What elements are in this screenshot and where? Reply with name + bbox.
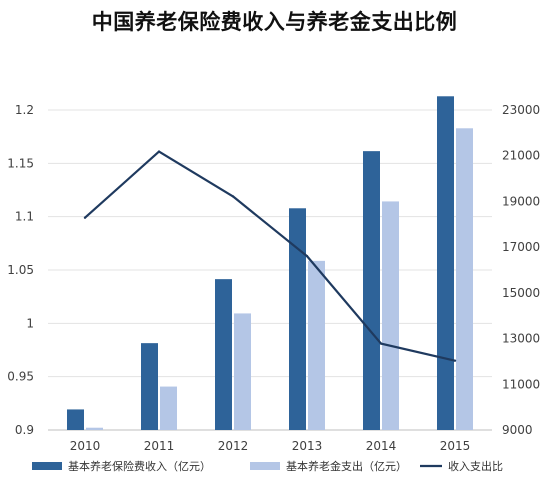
y-right-tick-label: 17000 (502, 240, 540, 254)
ratio-point (305, 254, 309, 258)
y-left-tick-label: 1.15 (7, 156, 34, 170)
bar-expenditure (382, 201, 399, 430)
x-tick-label: 2011 (144, 439, 175, 453)
bar-income (215, 279, 232, 430)
bar-expenditure (86, 427, 103, 430)
bar-expenditure (456, 128, 473, 431)
y-left-tick-label: 0.95 (7, 370, 34, 384)
x-tick-label: 2012 (218, 439, 249, 453)
ratio-point (83, 216, 87, 219)
bar-income (363, 151, 380, 430)
y-left-tick-label: 1.2 (15, 103, 34, 117)
y-left-tick-label: 0.9 (15, 423, 34, 437)
y-right-tick-label: 19000 (502, 194, 540, 208)
legend-expenditure-swatch (250, 462, 280, 470)
bar-income (289, 208, 306, 430)
y-left-tick-label: 1.1 (15, 210, 34, 224)
y-left-tick-label: 1 (26, 316, 34, 330)
ratio-point (157, 150, 161, 153)
ratio-point (379, 342, 383, 345)
y-right-tick-label: 15000 (502, 286, 540, 300)
y-right-tick-label: 11000 (502, 377, 540, 391)
x-tick-label: 2015 (440, 439, 471, 453)
x-tick-label: 2013 (292, 439, 323, 453)
y-right-tick-label: 13000 (502, 332, 540, 346)
legend-ratio-label: 收入支出比 (448, 459, 503, 473)
chart-title: 中国养老保险费收入与养老金支出比例 (91, 10, 458, 34)
legend-expenditure-label: 基本养老金支出（亿元） (286, 459, 407, 473)
y-right-tick-label: 21000 (502, 149, 540, 163)
bar-income (67, 409, 84, 430)
y-left-tick-label: 1.05 (7, 263, 34, 277)
x-tick-label: 2010 (70, 439, 101, 453)
bar-income (437, 96, 454, 431)
y-right-tick-label: 23000 (502, 103, 540, 117)
bar-expenditure (160, 386, 177, 430)
bar-expenditure (308, 260, 325, 430)
legend-income-swatch (32, 462, 62, 470)
y-right-tick-label: 9000 (502, 423, 533, 437)
legend-income-label: 基本养老保险费收入（亿元） (68, 459, 211, 473)
ratio-point (453, 359, 457, 362)
bar-expenditure (234, 313, 251, 430)
bar-income (141, 343, 158, 430)
ratio-line (84, 150, 456, 362)
x-tick-label: 2014 (366, 439, 397, 453)
ratio-point (231, 195, 235, 198)
